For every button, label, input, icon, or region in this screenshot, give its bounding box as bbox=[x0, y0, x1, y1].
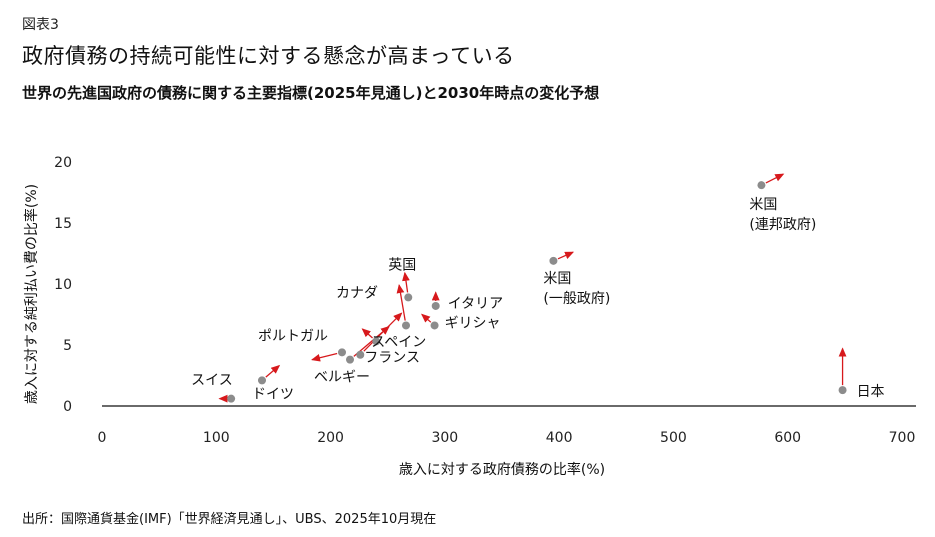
x-tick-label: 300 bbox=[431, 430, 458, 446]
change-arrow bbox=[402, 271, 410, 293]
change-arrow bbox=[421, 313, 432, 323]
change-arrow bbox=[311, 352, 338, 362]
change-arrow bbox=[265, 364, 281, 378]
chart-subtitle: 世界の先進国政府の債務に関する主要指標(2025年見通し)と2030年時点の変化… bbox=[22, 84, 600, 102]
data-point bbox=[402, 321, 410, 330]
x-axis-label: 歳入に対する政府債務の比率(%) bbox=[399, 461, 605, 478]
point-label: 米国(連邦政府) bbox=[749, 197, 816, 233]
point-label: スペイン bbox=[371, 334, 426, 350]
y-axis-label: 歳入に対する純利払い費の比率(%) bbox=[23, 184, 40, 404]
data-point bbox=[838, 386, 847, 395]
source-note: 出所：国際通貨基金(IMF)「世界経済見通し」、UBS、2025年10月現在 bbox=[22, 512, 437, 527]
data-point bbox=[404, 293, 413, 302]
x-tick-label: 400 bbox=[546, 430, 573, 446]
x-tick-label: 100 bbox=[203, 430, 230, 446]
x-tick-label: 200 bbox=[317, 430, 344, 446]
change-arrows bbox=[218, 173, 847, 403]
data-point bbox=[258, 376, 266, 385]
y-tick-label: 10 bbox=[54, 277, 72, 293]
change-arrow bbox=[396, 283, 406, 321]
point-label: 英国 bbox=[388, 256, 416, 273]
chart-title: 政府債務の持続可能性に対する懸念が高まっている bbox=[22, 44, 515, 68]
x-tick-label: 0 bbox=[98, 430, 107, 446]
change-arrow bbox=[361, 328, 373, 339]
y-tick-label: 15 bbox=[54, 216, 72, 232]
point-label: イタリア bbox=[448, 296, 503, 312]
axes: 0 100 200 300 400 500 600 700 0 5 10 15 20 bbox=[54, 155, 916, 446]
data-point bbox=[372, 337, 381, 346]
change-arrow bbox=[557, 251, 575, 260]
point-label: ポルトガル bbox=[258, 328, 328, 344]
point-label: 日本 bbox=[857, 384, 885, 400]
point-label: ドイツ bbox=[252, 386, 294, 402]
y-tick-label: 0 bbox=[63, 399, 72, 415]
x-tick-label: 600 bbox=[774, 430, 801, 446]
point-label: スイス bbox=[191, 373, 233, 389]
point-label: フランス bbox=[364, 350, 420, 366]
data-point bbox=[346, 355, 354, 364]
point-label: ベルギー bbox=[314, 370, 370, 386]
point-label: カナダ bbox=[336, 285, 378, 301]
data-point bbox=[431, 301, 440, 310]
x-tick-label: 500 bbox=[660, 430, 687, 446]
change-arrow bbox=[765, 173, 785, 184]
x-tick-label: 700 bbox=[889, 430, 916, 446]
data-points bbox=[227, 181, 847, 403]
point-labels: 米国(連邦政府) 米国(一般政府) 日本 英国カナダイタリアギリシャスペインフランスベ… bbox=[191, 197, 884, 402]
y-tick-label: 5 bbox=[63, 338, 72, 354]
data-point bbox=[549, 256, 558, 265]
data-point bbox=[338, 348, 346, 357]
data-point bbox=[356, 350, 365, 359]
data-point bbox=[430, 321, 439, 330]
figure-label: 図表3 bbox=[22, 17, 59, 33]
point-label: 米国(一般政府) bbox=[543, 271, 610, 307]
data-point bbox=[227, 394, 236, 403]
y-tick-label: 20 bbox=[54, 155, 72, 171]
point-label: ギリシャ bbox=[445, 315, 501, 331]
data-point bbox=[757, 181, 766, 190]
